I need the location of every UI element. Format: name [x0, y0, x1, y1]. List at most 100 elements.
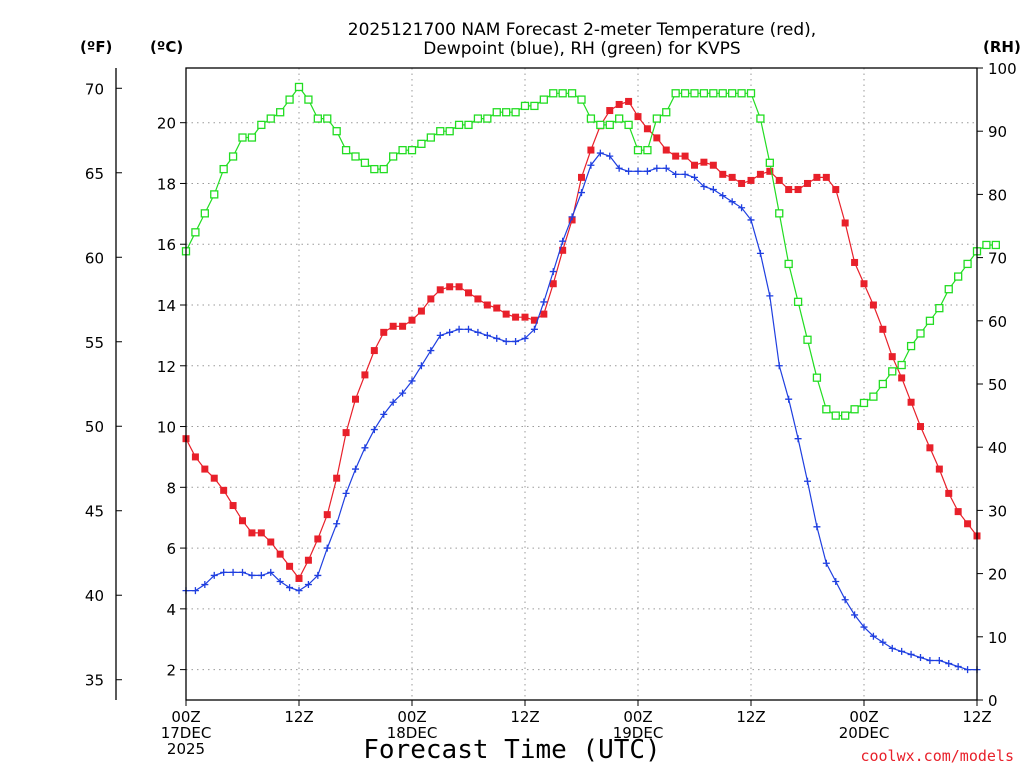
rh-point: [916, 329, 925, 338]
rh-point: [511, 108, 520, 117]
rh-point: [624, 120, 633, 130]
dewpoint-point: [257, 571, 265, 579]
temperature-point: [672, 152, 680, 160]
temperature-point: [643, 125, 651, 133]
rh-tick-label: 10: [988, 629, 1007, 647]
temperature-point: [295, 574, 303, 582]
dewpoint-point: [380, 410, 388, 418]
rh-point: [991, 240, 1000, 250]
rh-point: [775, 209, 784, 218]
dewpoint-point: [596, 149, 604, 157]
temperature-point: [229, 502, 237, 510]
dewpoint-point: [248, 571, 256, 579]
temperature-point: [851, 258, 859, 266]
dewpoint-point: [530, 325, 538, 333]
rh-point: [822, 405, 831, 414]
rh-point: [389, 152, 398, 161]
rh-point: [615, 114, 624, 123]
chart-title-line-1: 2025121700 NAM Forecast 2-meter Temperat…: [348, 20, 816, 40]
rh-point: [341, 146, 351, 155]
rh-point: [276, 108, 285, 117]
rh-point: [784, 259, 793, 269]
rh-point: [266, 114, 275, 123]
credit-link[interactable]: coolwx.com/models: [860, 747, 1014, 765]
dewpoint-point: [540, 298, 548, 306]
dewpoint-point: [191, 587, 199, 595]
temperature-point: [380, 328, 388, 336]
temperature-point: [267, 538, 275, 546]
temperature-point: [738, 179, 746, 187]
rh-tick-label: 50: [988, 376, 1007, 394]
temperature-point: [606, 107, 614, 115]
dewpoint-point: [333, 520, 341, 528]
dewpoint-point: [841, 596, 849, 604]
rh-point: [954, 272, 963, 281]
dewpoint-point: [860, 623, 868, 631]
rh-point: [812, 373, 822, 382]
temperature-point: [427, 295, 435, 303]
temperature-point: [530, 316, 538, 324]
dewpoint-point: [738, 204, 746, 212]
dewpoint-point: [945, 660, 953, 668]
dewpoint-point: [672, 170, 680, 178]
rh-tick-label: 100: [988, 60, 1017, 78]
rh-point: [803, 335, 812, 344]
dewpoint-point: [578, 189, 585, 197]
dewpoint-series: [182, 149, 981, 674]
dewpoint-point: [399, 389, 407, 397]
temperature-point: [775, 176, 783, 184]
dewpoint-point: [964, 666, 972, 674]
temperature-point: [465, 289, 472, 297]
dewpoint-point: [643, 167, 651, 175]
dewpoint-point: [625, 167, 633, 175]
celsius-tick-label: 10: [157, 419, 176, 437]
rh-point: [332, 127, 341, 136]
rh-point: [897, 360, 906, 370]
temperature-point: [728, 173, 736, 181]
temperature-point: [512, 313, 520, 321]
rh-tick-label: 90: [988, 123, 1007, 141]
temperature-point: [832, 186, 840, 194]
temperature-point: [361, 371, 369, 379]
dewpoint-point: [239, 568, 246, 576]
dewpoint-point: [455, 325, 463, 333]
rh-tick-label: 20: [988, 566, 1007, 584]
rh-point: [210, 190, 219, 199]
fahrenheit-tick-label: 40: [85, 587, 104, 605]
temperature-point: [813, 173, 821, 181]
temperature-point: [756, 170, 764, 178]
dewpoint-point: [549, 268, 557, 276]
dewpoint-point: [587, 161, 595, 169]
dewpoint-point: [766, 292, 774, 300]
temperature-point: [304, 556, 312, 564]
dewpoint-point: [502, 337, 510, 345]
rh-point: [652, 114, 661, 123]
fahrenheit-tick-label: 55: [85, 334, 104, 352]
temperature-point: [521, 313, 529, 321]
series-layer: [181, 82, 1000, 674]
celsius-tick-label: 2: [166, 662, 176, 680]
rh-point: [662, 108, 671, 117]
rh-point: [944, 285, 953, 294]
rh-point: [586, 114, 596, 123]
celsius-tick-label: 8: [166, 479, 176, 497]
temperature-point: [493, 304, 501, 312]
dewpoint-point: [926, 657, 934, 664]
rh-tick-label: 0: [988, 692, 998, 710]
rh-point: [313, 114, 322, 123]
dewpoint-point: [427, 347, 435, 355]
temperature-point: [691, 161, 698, 169]
rh-point: [483, 114, 492, 123]
x-tick-label: 17DEC: [161, 724, 212, 742]
rh-point: [247, 133, 257, 142]
temperature-point: [210, 474, 218, 482]
temperature-point: [634, 113, 642, 121]
rh-point: [935, 304, 944, 313]
celsius-tick-label: 6: [166, 540, 176, 558]
rh-point: [549, 89, 558, 98]
x-tick-label: 12Z: [962, 708, 991, 726]
dewpoint-point: [295, 587, 303, 595]
dewpoint-point: [304, 581, 312, 589]
celsius-tick-label: 4: [166, 601, 176, 619]
temperature-point: [709, 161, 717, 169]
